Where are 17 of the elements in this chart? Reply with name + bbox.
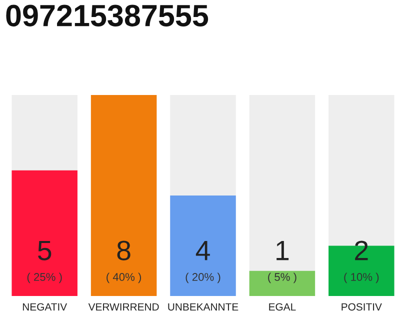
bar [249, 270, 316, 296]
x-tick-label: EGAL [269, 303, 296, 311]
chart-title: 097215387555 [6, 4, 208, 26]
data-label: 4 [196, 240, 210, 260]
x-tick-label: NEGATIV [22, 303, 68, 311]
annotation: ( 10% ) [344, 272, 379, 284]
annotation: ( 5% ) [268, 272, 296, 284]
annotation: ( 25% ) [27, 272, 62, 284]
x-tick-label: VERWIRREND [88, 303, 159, 310]
data-label: 8 [117, 240, 130, 260]
data-label: 2 [355, 240, 368, 260]
x-tick-label: UNBEKANNTE [168, 303, 238, 311]
data-label: 1 [276, 240, 289, 260]
data-label: 5 [38, 240, 52, 260]
annotation: ( 20% ) [186, 272, 220, 284]
x-tick-label: POSITIV [342, 303, 382, 311]
annotation: ( 40% ) [106, 272, 142, 284]
